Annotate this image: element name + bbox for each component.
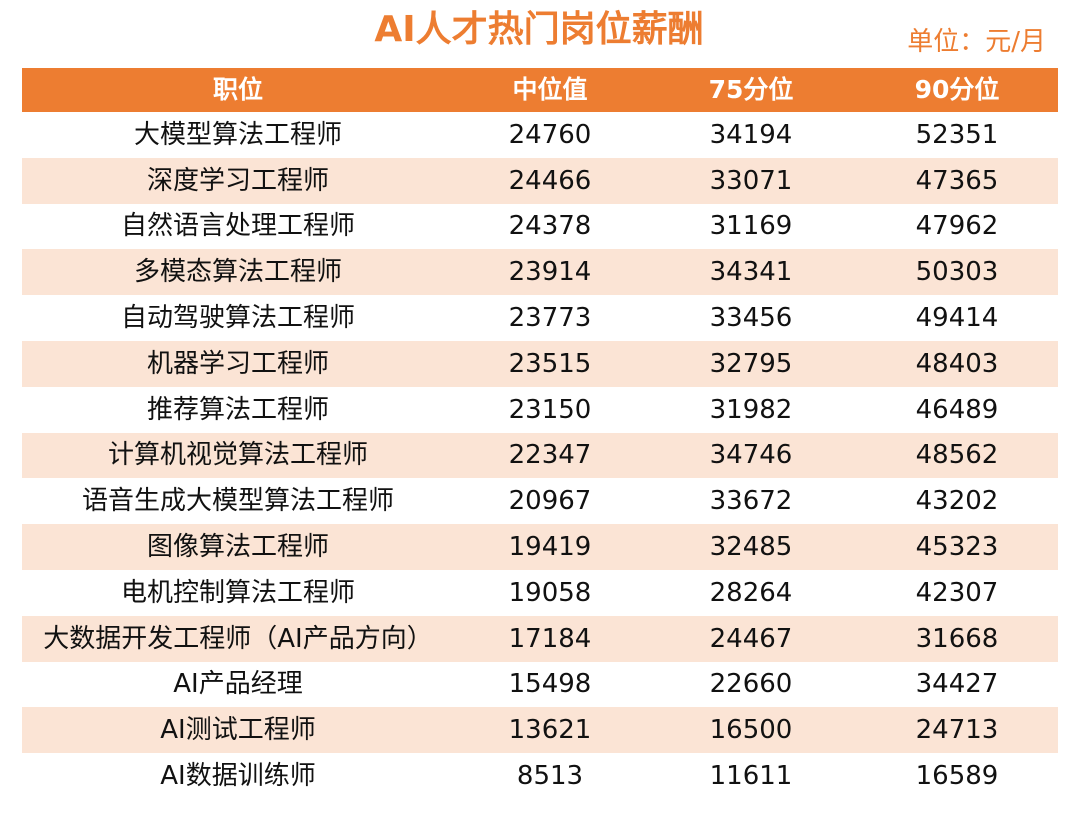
salary-table: 职位 中位值 75分位 90分位 大模型算法工程师 24760 34194 52351… xyxy=(22,68,1058,799)
table-row: AI产品经理 15498 22660 34427 xyxy=(22,662,1058,708)
cell-p75: 31169 xyxy=(709,211,793,242)
table-row: 语音生成大模型算法工程师 20967 33672 43202 xyxy=(22,478,1058,524)
cell-position: 大模型算法工程师 xyxy=(133,119,342,150)
table-header-row: 职位 中位值 75分位 90分位 xyxy=(22,68,1058,112)
cell-position: 计算机视觉算法工程师 xyxy=(107,440,368,471)
cell-median: 24760 xyxy=(508,119,592,150)
cell-p90: 43202 xyxy=(915,486,999,517)
cell-median: 23914 xyxy=(508,257,592,288)
table-row: 自动驾驶算法工程师 23773 33456 49414 xyxy=(22,295,1058,341)
cell-p90: 34427 xyxy=(915,669,999,700)
cell-position: 多模态算法工程师 xyxy=(133,257,342,288)
table-body: 大模型算法工程师 24760 34194 52351 深度学习工程师 24466 33071… xyxy=(22,112,1058,799)
cell-p75: 33071 xyxy=(709,165,793,196)
cell-position: 电机控制算法工程师 xyxy=(120,577,355,608)
unit-label: 单位：元/月 xyxy=(907,27,1046,57)
cell-position: 推荐算法工程师 xyxy=(146,394,329,425)
table-row: 大数据开发工程师（AI产品方向） 17184 24467 31668 xyxy=(22,615,1058,662)
cell-p75: 31982 xyxy=(709,394,793,425)
table-row: 机器学习工程师 23515 32795 48403 xyxy=(22,340,1058,387)
cell-median: 13621 xyxy=(508,715,592,746)
cell-position: AI产品经理 xyxy=(173,669,303,700)
cell-p75: 22660 xyxy=(709,669,793,700)
cell-median: 23515 xyxy=(508,348,592,379)
cell-position: 语音生成大模型算法工程师 xyxy=(81,486,394,517)
cell-p75: 28264 xyxy=(709,577,793,608)
cell-median: 19419 xyxy=(508,532,592,563)
cell-position: 大数据开发工程师（AI产品方向） xyxy=(43,623,433,654)
cell-position: 自然语言处理工程师 xyxy=(120,211,355,242)
table-row: 电机控制算法工程师 19058 28264 42307 xyxy=(22,570,1058,616)
table-row: 深度学习工程师 24466 33071 47365 xyxy=(22,157,1058,204)
cell-median: 17184 xyxy=(508,623,592,654)
table-row: 大模型算法工程师 24760 34194 52351 xyxy=(22,112,1058,158)
header-cell-p75: 75分位 xyxy=(708,75,794,104)
cell-p75: 24467 xyxy=(709,623,793,654)
cell-p90: 45323 xyxy=(915,532,999,563)
table-row: AI数据训练师 8513 11611 16589 xyxy=(22,753,1058,799)
cell-p75: 34194 xyxy=(709,119,793,150)
cell-p90: 24713 xyxy=(915,715,999,746)
cell-p90: 52351 xyxy=(915,119,999,150)
cell-p75: 34341 xyxy=(709,257,793,288)
cell-p90: 48403 xyxy=(915,348,999,379)
cell-p75: 34746 xyxy=(709,440,793,471)
cell-median: 23150 xyxy=(508,394,592,425)
cell-median: 23773 xyxy=(508,303,592,334)
cell-p90: 42307 xyxy=(915,577,999,608)
table-row: AI测试工程师 13621 16500 24713 xyxy=(22,707,1058,754)
cell-p90: 48562 xyxy=(915,440,999,471)
table-row: 多模态算法工程师 23914 34341 50303 xyxy=(22,249,1058,296)
cell-p90: 46489 xyxy=(915,394,999,425)
cell-p75: 16500 xyxy=(709,715,793,746)
cell-median: 20967 xyxy=(508,486,592,517)
page-title: AI人才热门岗位薪酬 xyxy=(374,9,704,50)
cell-position: 深度学习工程师 xyxy=(146,165,329,196)
cell-p90: 47962 xyxy=(915,211,999,242)
cell-p75: 33456 xyxy=(709,303,793,334)
table-row: 图像算法工程师 19419 32485 45323 xyxy=(22,524,1058,570)
cell-p75: 11611 xyxy=(709,761,793,792)
cell-p90: 50303 xyxy=(915,257,999,288)
table-row: 推荐算法工程师 23150 31982 46489 xyxy=(22,387,1058,433)
cell-p75: 32485 xyxy=(709,532,793,563)
cell-median: 24466 xyxy=(508,165,592,196)
table-row: 计算机视觉算法工程师 22347 34746 48562 xyxy=(22,432,1058,479)
cell-position: 自动驾驶算法工程师 xyxy=(120,303,355,334)
cell-median: 22347 xyxy=(508,440,592,471)
cell-median: 15498 xyxy=(508,669,592,700)
cell-median: 24378 xyxy=(508,211,592,242)
cell-median: 8513 xyxy=(516,761,584,792)
cell-p90: 31668 xyxy=(915,623,999,654)
header-cell-p90: 90分位 xyxy=(914,75,1000,104)
header-cell-median: 中位值 xyxy=(512,75,588,104)
header-cell-position: 职位 xyxy=(212,75,263,104)
cell-position: 机器学习工程师 xyxy=(146,348,329,379)
cell-p90: 49414 xyxy=(915,303,999,334)
cell-median: 19058 xyxy=(508,577,592,608)
cell-p90: 47365 xyxy=(915,165,999,196)
cell-p75: 33672 xyxy=(709,486,793,517)
table-row: 自然语言处理工程师 24378 31169 47962 xyxy=(22,204,1058,250)
cell-position: 图像算法工程师 xyxy=(146,532,329,563)
cell-position: AI数据训练师 xyxy=(160,761,316,792)
cell-p75: 32795 xyxy=(709,348,793,379)
cell-p90: 16589 xyxy=(915,761,999,792)
cell-position: AI测试工程师 xyxy=(160,715,316,746)
